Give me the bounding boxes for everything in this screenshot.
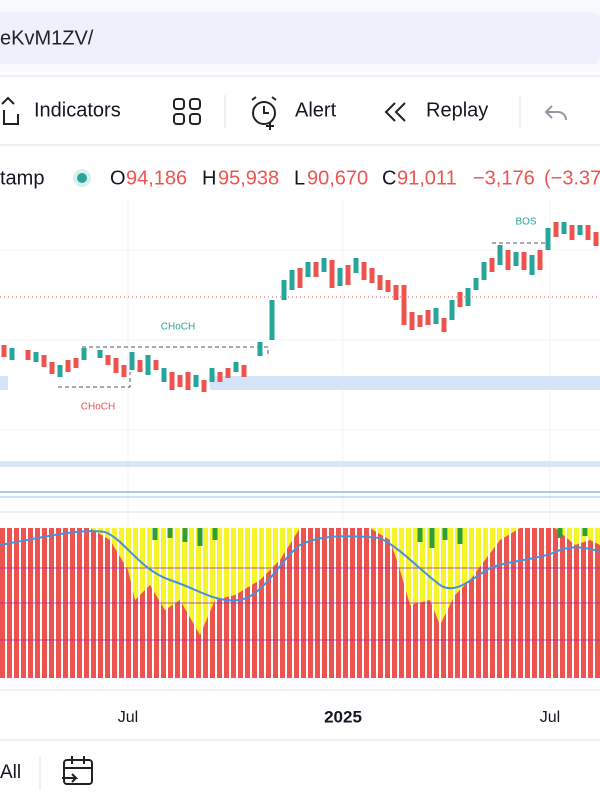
high-value: 95,938 <box>218 167 279 189</box>
change-percent: (−3.37 <box>544 167 600 189</box>
indicators-icon[interactable] <box>1 96 19 125</box>
change: −3,176 <box>473 167 535 189</box>
bullish-candles <box>9 222 583 387</box>
toolbar: Indicators Alert Replay <box>1 95 567 130</box>
close-value: 91,011 <box>397 167 457 189</box>
high-label: H <box>202 167 216 189</box>
zone <box>0 461 600 467</box>
histogram-strong <box>152 528 588 548</box>
status-dot <box>77 173 87 183</box>
low-value: 90,670 <box>307 167 368 189</box>
legend: tamp O 94,186 H 95,938 L 90,670 C 91,011… <box>0 167 600 189</box>
time-label: Jul <box>540 709 560 726</box>
url: eKvM1ZV/ <box>0 27 94 49</box>
range-button[interactable]: All <box>0 762 21 783</box>
bearish-candles <box>1 222 599 392</box>
time-label: Jul <box>118 709 138 726</box>
alert-button[interactable]: Alert <box>295 99 337 121</box>
date-range-icon[interactable] <box>62 756 93 785</box>
price-chart: CHoCH CHoCH BOS <box>0 200 600 690</box>
indicator-pane <box>0 511 600 678</box>
replay-button[interactable]: Replay <box>426 99 488 121</box>
zone <box>0 376 8 390</box>
address-field[interactable] <box>0 12 600 64</box>
time-label: 2025 <box>324 707 362 726</box>
replay-icon[interactable] <box>384 102 406 122</box>
alert-icon[interactable] <box>251 96 277 130</box>
annotation: CHoCH <box>161 322 195 333</box>
histogram-overlay <box>90 528 600 635</box>
signal-line <box>0 530 600 602</box>
annotation: BOS <box>515 217 536 228</box>
undo-icon[interactable] <box>544 105 567 121</box>
annotation: CHoCH <box>81 402 115 413</box>
open-value: 94,186 <box>126 167 187 189</box>
symbol: tamp <box>0 167 44 189</box>
open-label: O <box>110 167 126 189</box>
zone <box>210 376 600 390</box>
indicators-button[interactable]: Indicators <box>34 99 121 121</box>
structure-lines <box>58 242 546 388</box>
low-label: L <box>294 167 305 189</box>
close-label: C <box>382 167 396 189</box>
templates-icon[interactable] <box>173 98 201 125</box>
